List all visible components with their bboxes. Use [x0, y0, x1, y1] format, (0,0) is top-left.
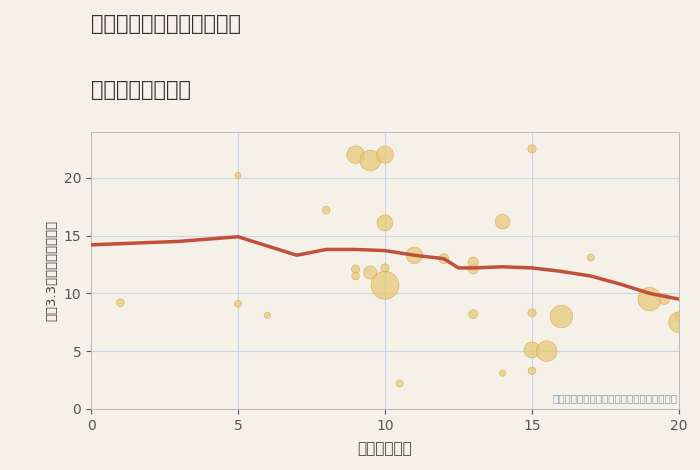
Point: [585, 254, 596, 261]
Point: [468, 258, 479, 266]
Point: [365, 157, 376, 164]
Point: [659, 295, 670, 303]
Point: [438, 255, 449, 262]
Point: [526, 367, 538, 375]
Point: [394, 380, 405, 387]
Point: [379, 219, 391, 227]
Point: [350, 266, 361, 273]
Point: [526, 309, 538, 317]
Point: [644, 295, 655, 303]
Point: [321, 206, 332, 214]
Point: [350, 151, 361, 158]
Text: 兵庫県豊岡市但東町小坂の: 兵庫県豊岡市但東町小坂の: [91, 14, 241, 34]
Point: [468, 310, 479, 318]
Point: [556, 313, 567, 320]
Y-axis label: 坪（3.3㎡）単価（万円）: 坪（3.3㎡）単価（万円）: [45, 219, 58, 321]
Point: [350, 272, 361, 280]
X-axis label: 駅距離（分）: 駅距離（分）: [358, 441, 412, 456]
Point: [232, 172, 244, 179]
Point: [409, 251, 420, 259]
Point: [232, 300, 244, 307]
Point: [497, 369, 508, 377]
Point: [262, 312, 273, 319]
Point: [497, 218, 508, 226]
Text: 駅距離別土地価格: 駅距離別土地価格: [91, 80, 191, 100]
Point: [379, 264, 391, 272]
Point: [379, 282, 391, 289]
Point: [526, 145, 538, 153]
Point: [468, 266, 479, 273]
Point: [365, 269, 376, 276]
Point: [526, 346, 538, 354]
Point: [379, 151, 391, 158]
Point: [673, 313, 685, 320]
Point: [115, 299, 126, 306]
Text: 円の大きさは、取引のあった物件面積を示す: 円の大きさは、取引のあった物件面積を示す: [552, 393, 678, 403]
Point: [673, 319, 685, 326]
Point: [541, 347, 552, 355]
